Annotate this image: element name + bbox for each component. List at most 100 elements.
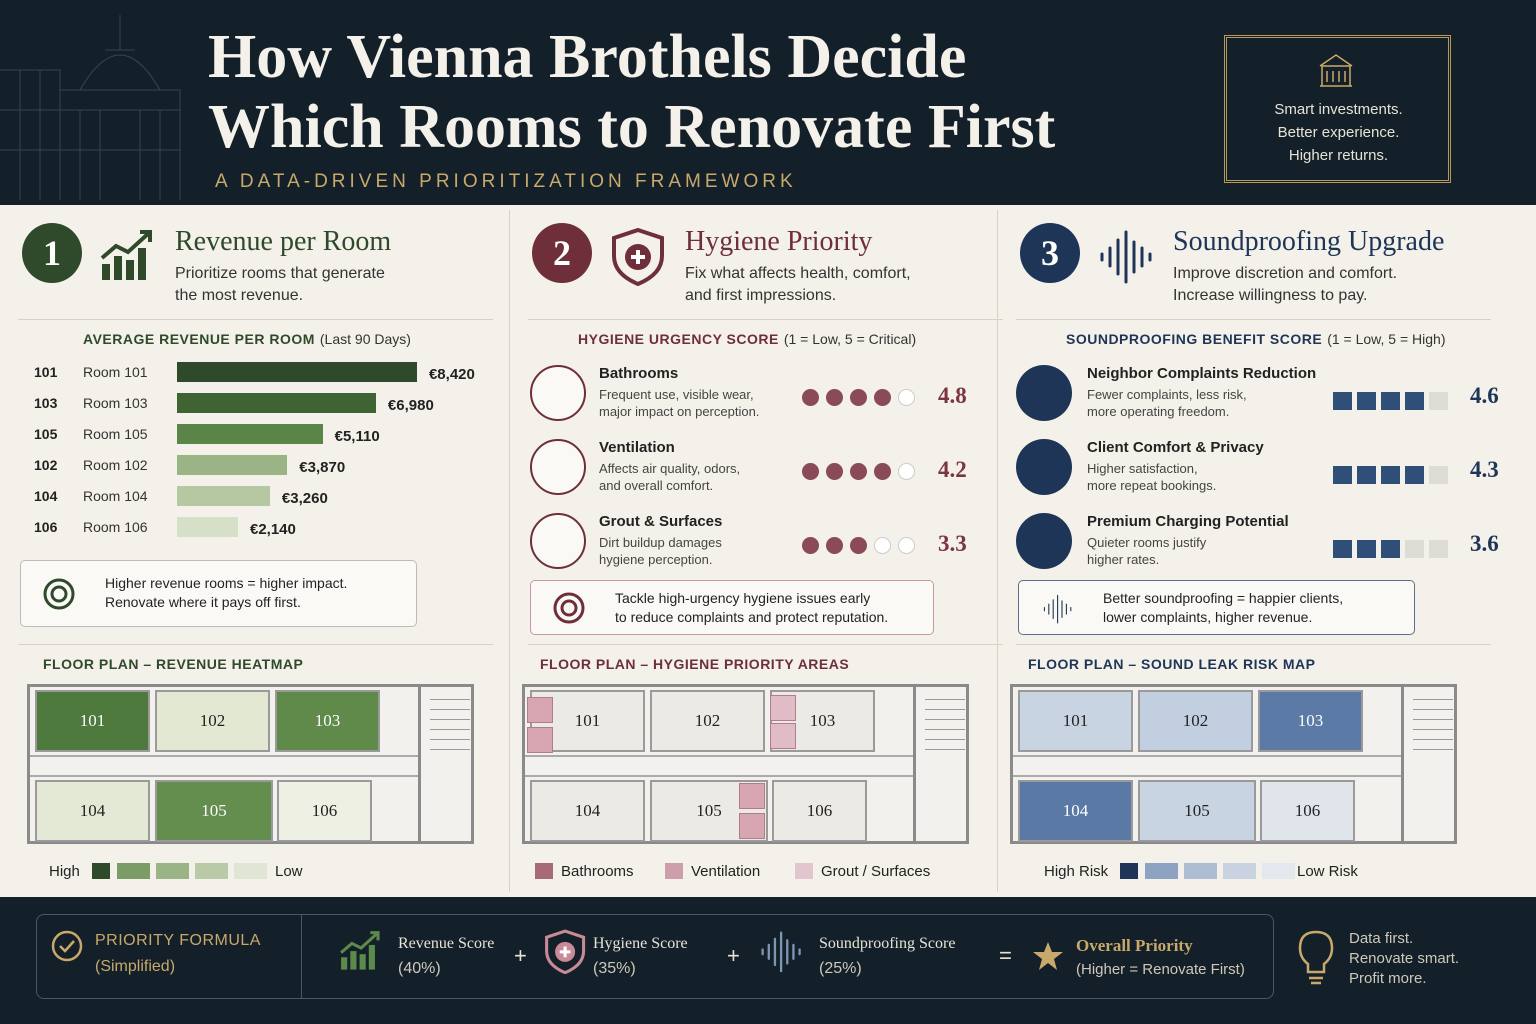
score-dot — [802, 463, 819, 480]
item-name: Client Comfort & Privacy — [1087, 439, 1264, 456]
room-label: 102 — [1182, 711, 1209, 730]
room: 102 — [155, 690, 270, 752]
step-number: 3 — [1020, 223, 1080, 283]
hygiene-area — [770, 723, 796, 749]
term-name: Revenue Score — [398, 935, 495, 952]
room: 105 — [1138, 780, 1256, 842]
room-label: 105 — [1184, 801, 1210, 820]
column-divider — [997, 210, 998, 892]
tagline-line: Smart investments. — [1274, 101, 1403, 118]
score-value: 3.6 — [1470, 531, 1499, 556]
room-label: 106 — [311, 801, 338, 820]
legend-swatch — [1184, 863, 1217, 879]
icon-shape — [138, 248, 146, 280]
stair-area — [1401, 687, 1404, 841]
callout-icon — [1043, 594, 1072, 623]
score-dot — [802, 537, 819, 554]
item-name: Neighbor Complaints Reduction — [1087, 365, 1317, 382]
icon-shape — [560, 599, 578, 616]
callout-icon — [43, 578, 75, 609]
term-weight: (40%) — [398, 960, 441, 977]
icon-shape — [102, 264, 110, 280]
room: 102 — [1138, 690, 1253, 752]
icon-shape — [761, 931, 801, 973]
callout-box — [1018, 580, 1415, 635]
legend-label: Bathrooms — [561, 863, 634, 880]
legend-swatch — [1262, 863, 1295, 879]
legend-swatch — [1145, 863, 1178, 879]
icon-shape — [553, 592, 585, 623]
room-label: 105 — [201, 801, 227, 820]
revenue-label: €8,420 — [428, 366, 475, 383]
callout-box — [530, 580, 934, 635]
legend-swatch — [665, 863, 683, 879]
item-name: Grout & Surfaces — [599, 513, 723, 530]
score-square — [1333, 466, 1352, 484]
icon-shape — [761, 931, 801, 973]
legend-swatch — [795, 863, 813, 879]
stair-step — [925, 729, 965, 730]
formula-label: PRIORITY FORMULA — [95, 932, 261, 949]
score-dot — [802, 389, 819, 406]
score-square — [1333, 540, 1352, 558]
icon-shape — [545, 929, 586, 974]
item-icon — [530, 439, 586, 495]
floorplan: 101 102 103 104 105 106 — [522, 684, 969, 844]
score-value: 4.6 — [1470, 383, 1499, 408]
legend-high: High Risk — [1044, 863, 1109, 880]
item-name: Premium Charging Potential — [1087, 513, 1289, 530]
stair-step — [1413, 749, 1453, 750]
room: 103 — [275, 690, 380, 752]
legend-high: High — [49, 863, 80, 880]
step-number: 2 — [532, 223, 592, 283]
score-dot — [850, 463, 867, 480]
stair-step — [1413, 719, 1453, 720]
header-band — [0, 0, 1536, 205]
legend-low: Low Risk — [1297, 863, 1358, 880]
callout-text: Better soundproofing = happier clients, — [1103, 590, 1344, 606]
room-name: Room 103 — [83, 395, 148, 411]
section-icon — [1100, 230, 1152, 284]
legend-label: Grout / Surfaces — [821, 863, 931, 880]
title-line: Which Rooms to Renovate First — [208, 93, 1056, 161]
section-title: Soundproofing Upgrade — [1173, 226, 1445, 257]
room-label: 102 — [694, 711, 721, 730]
corridor-wall — [1013, 755, 1401, 757]
stair-step — [430, 729, 470, 730]
room: 101 — [1018, 690, 1133, 752]
star-icon — [1033, 942, 1063, 970]
legend-swatch — [117, 863, 150, 879]
icon-shape — [341, 957, 348, 970]
tagline-frame — [1224, 35, 1451, 183]
hygiene-area — [739, 783, 765, 809]
legend-swatch — [1120, 863, 1138, 879]
room-label: 104 — [1062, 801, 1089, 820]
section-description: and first impressions. — [685, 287, 837, 304]
room-label: 106 — [1294, 801, 1321, 820]
term-icon — [545, 929, 586, 974]
icon-shape — [1100, 230, 1152, 284]
corridor-wall — [30, 775, 418, 777]
closing-line: Data first. — [1349, 930, 1414, 947]
room: 106 — [772, 780, 867, 842]
icon-shape — [368, 944, 375, 970]
item-detail: hygiene perception. — [599, 552, 713, 567]
stair-step — [925, 749, 965, 750]
score-dot — [874, 463, 891, 480]
item-detail: Higher satisfaction, — [1087, 461, 1198, 476]
stair-area — [418, 687, 421, 841]
stair-step — [430, 699, 470, 700]
room: 104 — [35, 780, 150, 842]
score-value: 3.3 — [938, 531, 967, 556]
revenue-label: €3,260 — [281, 490, 328, 507]
room: 106 — [1260, 780, 1355, 842]
callout-icon — [553, 592, 585, 623]
result-note: (Higher = Renovate First) — [1076, 961, 1245, 978]
score-dot — [874, 537, 891, 554]
room-name: Room 101 — [83, 364, 148, 380]
item-icon — [1016, 365, 1072, 421]
callout-text: Renovate where it pays off first. — [105, 594, 301, 610]
stair-step — [925, 699, 965, 700]
item-detail: higher rates. — [1087, 552, 1160, 567]
chart-heading: AVERAGE REVENUE PER ROOM (Last 90 Days) — [83, 331, 411, 347]
